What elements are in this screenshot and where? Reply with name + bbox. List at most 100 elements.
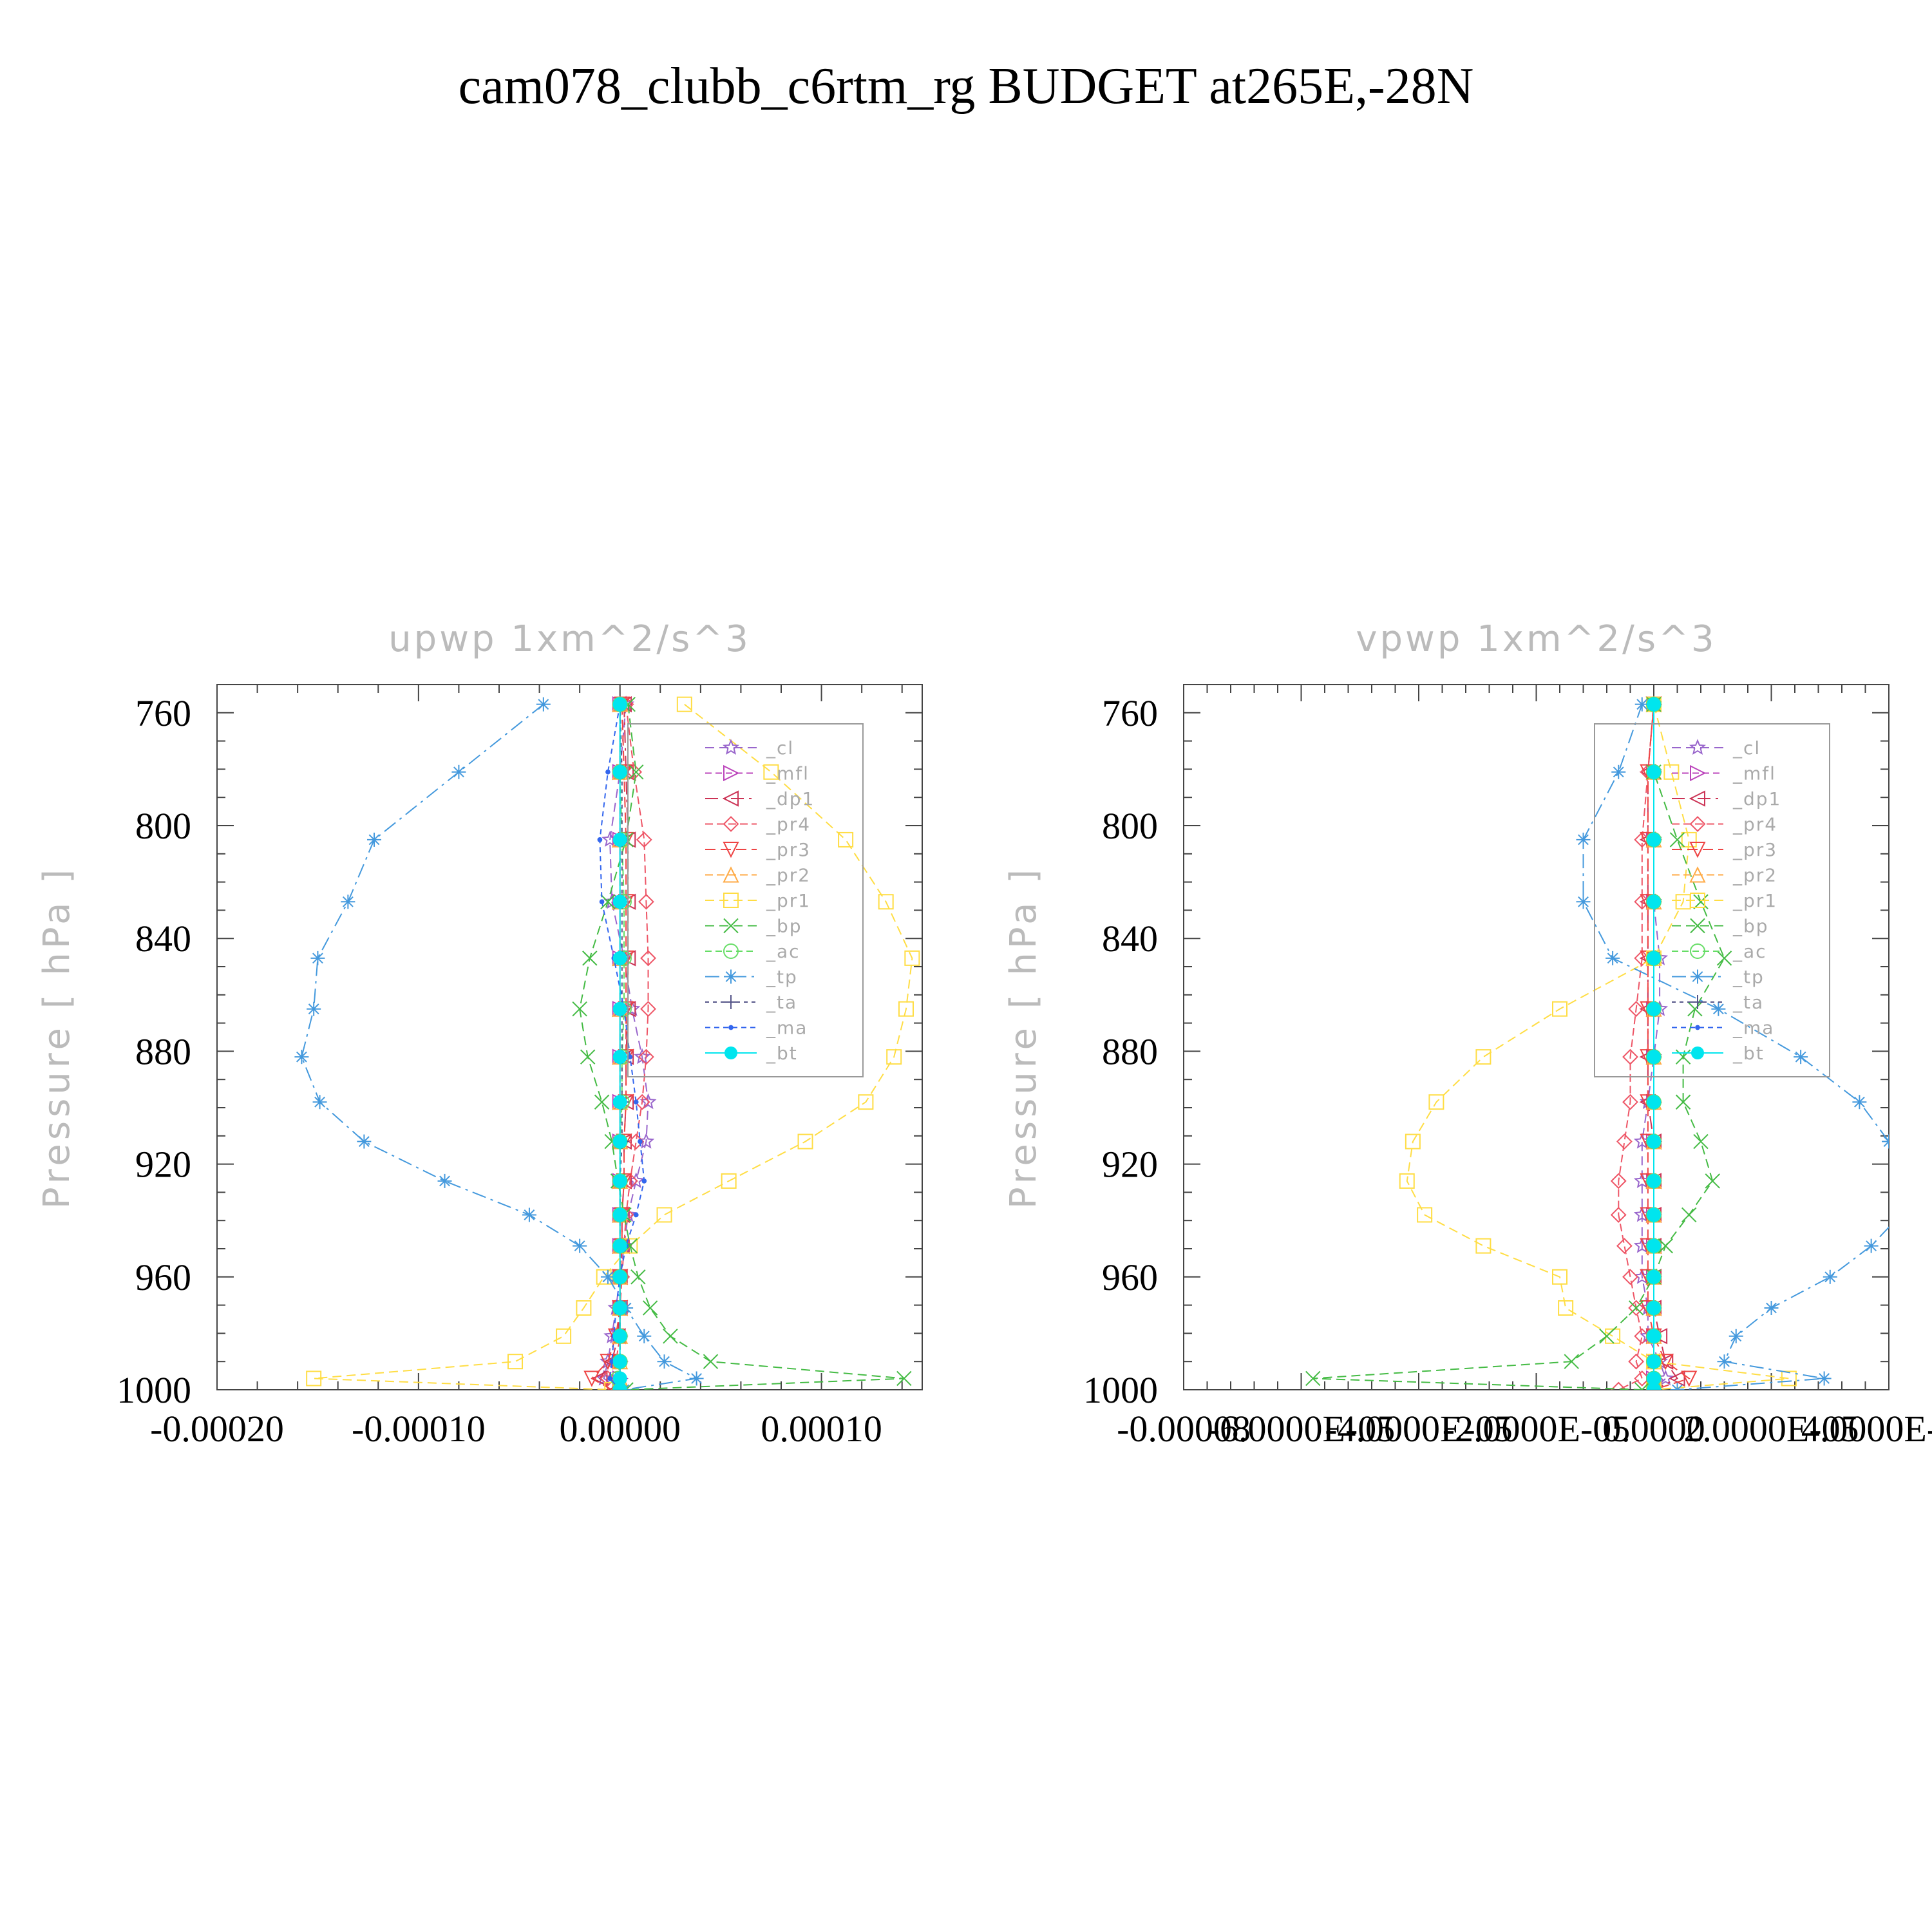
series-line: [599, 704, 645, 1390]
x-tick-label: -0.00008: [1117, 1408, 1251, 1450]
y-tick-label: 800: [135, 805, 191, 847]
data-point: [357, 1134, 372, 1149]
data-point: [1647, 1371, 1661, 1386]
data-point: [896, 1370, 912, 1387]
data-point: [1558, 1300, 1574, 1316]
data-point: [1647, 697, 1661, 712]
y-tick-label: 1000: [1083, 1369, 1158, 1411]
data-point: [629, 764, 644, 780]
data-point: [1658, 1238, 1673, 1254]
data-point: [638, 1048, 654, 1065]
data-point: [1399, 1173, 1415, 1189]
data-point: [1764, 1300, 1779, 1315]
legend-entry-pr1: _pr1: [1672, 890, 1776, 911]
series-line: [314, 703, 913, 1390]
x-tick-label: 0.00000: [559, 1408, 681, 1450]
data-point: [1705, 1173, 1720, 1189]
panel-title: upwp 1xm^2/s^3: [388, 618, 751, 660]
data-point: [1417, 1207, 1433, 1223]
data-point: [437, 1173, 452, 1188]
data-point: [1675, 1094, 1691, 1110]
data-point: [600, 1269, 615, 1284]
legend-label: _cl: [1732, 737, 1761, 759]
data-point: [638, 893, 654, 910]
series-bp: [572, 696, 912, 1390]
data-point: [591, 1370, 608, 1387]
x-tick-label: 0.0000: [1602, 1408, 1705, 1450]
data-point: [1576, 832, 1591, 847]
legend-label: _tp: [1732, 967, 1765, 988]
legend-label: _pr1: [766, 890, 811, 911]
data-point: [858, 1094, 874, 1110]
data-point: [573, 1238, 587, 1253]
data-point: [663, 1329, 678, 1344]
legend-label: _bt: [1732, 1043, 1765, 1064]
plot-panel-2: vpwp 1xm^2/s^3 Pressure [ hPa ] 760 800 840 8…: [1003, 618, 1932, 1450]
data-point: [1564, 1354, 1579, 1369]
data-point: [1864, 1238, 1879, 1253]
data-point: [1610, 1173, 1627, 1189]
data-point: [1599, 1329, 1615, 1344]
plot-panel-1: upwp 1xm^2/s^3 Pressure [ hPa ] 760 800 840 8…: [36, 618, 923, 1450]
data-point: [600, 1370, 616, 1387]
data-point: [1670, 1383, 1685, 1390]
data-point: [657, 1354, 672, 1369]
data-point: [1616, 1133, 1633, 1150]
legend-entry-ta: _ta: [1672, 992, 1764, 1013]
x-tick-label: 0.00010: [761, 1408, 882, 1450]
y-tick-label: 880: [135, 1030, 191, 1072]
data-point: [633, 1099, 639, 1105]
data-point: [599, 899, 605, 905]
legend-label: _ma: [766, 1018, 808, 1039]
legend-label: _mfl: [1732, 763, 1776, 784]
data-point: [1576, 895, 1591, 909]
plot-panels: upwp 1xm^2/s^3 Pressure [ hPa ] 760 800 840 8…: [36, 618, 1932, 1450]
legend-label: _ma: [1732, 1018, 1774, 1039]
legend-label: _mfl: [766, 763, 810, 784]
x-tick-label: 2.0000E-05: [1683, 1408, 1859, 1450]
data-point: [633, 1212, 639, 1218]
data-point: [451, 764, 466, 779]
plot-frame: [216, 684, 923, 1390]
series-pr1: [306, 696, 920, 1390]
data-point: [1681, 831, 1697, 848]
data-point: [1647, 1269, 1661, 1284]
legend-entry-bt: _bt: [1672, 1043, 1765, 1064]
data-point: [612, 1300, 627, 1315]
legend-label: _bt: [766, 1043, 798, 1064]
legend-label: _bp: [1732, 916, 1769, 937]
data-point: [1663, 764, 1680, 780]
data-point: [634, 1094, 650, 1110]
data-point: [797, 1133, 813, 1150]
data-point: [1610, 1207, 1627, 1223]
data-point: [1817, 1371, 1832, 1386]
data-point: [1675, 1049, 1691, 1065]
legend-label: _ta: [1732, 992, 1764, 1013]
data-point: [1794, 1050, 1808, 1065]
legend-label: _pr4: [766, 814, 811, 835]
y-tick-label: 1000: [117, 1369, 191, 1411]
legend-label: _bp: [766, 916, 802, 937]
data-point: [1611, 764, 1626, 779]
data-point: [612, 1001, 627, 1016]
data-point: [1716, 951, 1732, 966]
data-point: [310, 951, 325, 965]
legend-entry-ta: _ta: [705, 992, 796, 1013]
legend-entry-pr4: _pr4: [1672, 814, 1776, 835]
data-point: [1628, 1300, 1645, 1316]
data-point: [612, 1238, 627, 1253]
data-point: [612, 1329, 627, 1343]
legend-label: _dp1: [766, 788, 815, 810]
legend-label: _pr3: [766, 839, 811, 860]
data-point: [367, 832, 382, 847]
data-point: [583, 1370, 600, 1387]
x-tick-label: -4.0000E-05: [1325, 1408, 1513, 1450]
data-point: [294, 1050, 309, 1065]
legend-entry-pr3: _pr3: [1672, 839, 1776, 860]
data-point: [1647, 832, 1661, 847]
series-line: [1582, 704, 1889, 1390]
legend-entry-ac: _ac: [705, 941, 799, 962]
data-point: [1647, 1001, 1661, 1016]
